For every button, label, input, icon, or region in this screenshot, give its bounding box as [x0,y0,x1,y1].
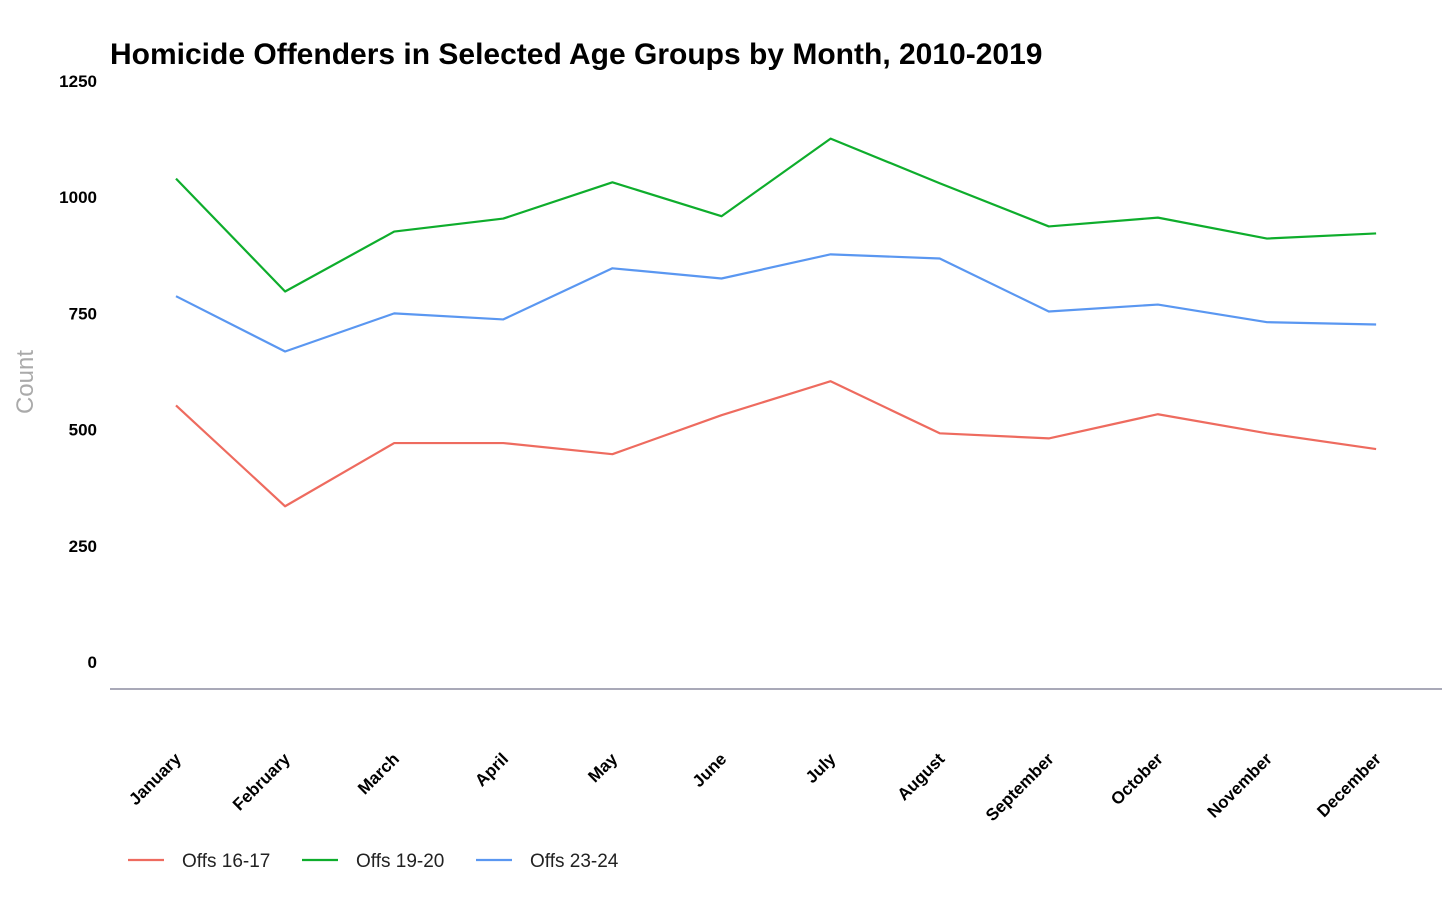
y-tick-label: 0 [88,653,97,672]
x-tick-label: December [1313,749,1385,821]
y-tick-label: 500 [69,421,97,440]
chart-title: Homicide Offenders in Selected Age Group… [110,38,1043,71]
x-tick-label: October [1107,749,1167,809]
legend-label: Offs 16-17 [182,851,270,872]
x-tick-label: February [229,749,294,814]
legend-label: Offs 23-24 [530,851,619,872]
y-tick-label: 250 [69,537,97,556]
series-line-0 [175,380,1377,508]
x-tick-label: September [982,749,1058,825]
x-tick-label: June [689,749,730,790]
x-tick-label: March [354,749,403,798]
x-tick-label: July [802,749,840,787]
y-tick-label: 1250 [59,72,97,91]
legend-label: Offs 19-20 [356,851,444,872]
x-tick-label: August [894,749,949,804]
y-tick-label: 1000 [59,188,97,207]
x-tick-label: November [1204,749,1276,821]
series-line-2 [175,253,1377,353]
x-tick-label: January [125,749,185,809]
x-tick-label: May [584,749,621,786]
y-tick-label: 750 [69,304,97,323]
series-line-1 [175,137,1377,293]
x-tick-label: April [471,749,512,790]
